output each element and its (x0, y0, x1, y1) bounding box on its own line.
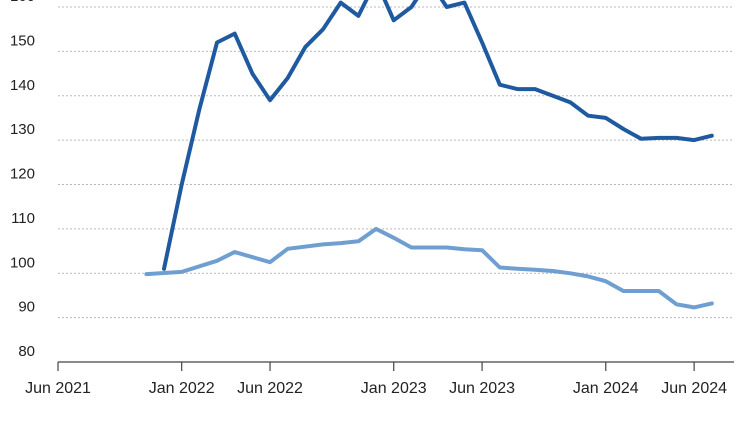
series-line (162, 0, 714, 271)
x-tick-label: Jun 2022 (237, 380, 303, 397)
x-tick-label: Jun 2021 (25, 380, 91, 397)
x-axis-ticks: Jun 2021 Jan 2022 Jun 2022 Jan 2023 Jun 2023… (25, 362, 727, 397)
gridlines (58, 6, 734, 319)
y-tick-label: 120 (10, 166, 35, 183)
series-line (144, 226, 714, 310)
y-tick-label: 150 (10, 32, 35, 49)
series-lines (144, 0, 714, 310)
y-axis-tick-labels: 80 90 100 110 120 130 140 150 160 (10, 0, 35, 360)
y-tick-label: 100 (10, 254, 35, 271)
x-tick-label: Jan 2022 (149, 380, 215, 397)
x-tick-label: Jan 2023 (361, 380, 427, 397)
x-tick-label: Jun 2023 (449, 380, 515, 397)
y-tick-label: 160 (10, 0, 35, 5)
y-tick-label: 80 (18, 343, 35, 360)
y-tick-label: 140 (10, 77, 35, 94)
x-tick-label: Jan 2024 (573, 380, 639, 397)
x-tick-label: Jun 2024 (661, 380, 727, 397)
y-tick-label: 110 (11, 210, 35, 227)
y-tick-label: 130 (10, 121, 35, 138)
y-tick-label: 90 (18, 299, 35, 316)
